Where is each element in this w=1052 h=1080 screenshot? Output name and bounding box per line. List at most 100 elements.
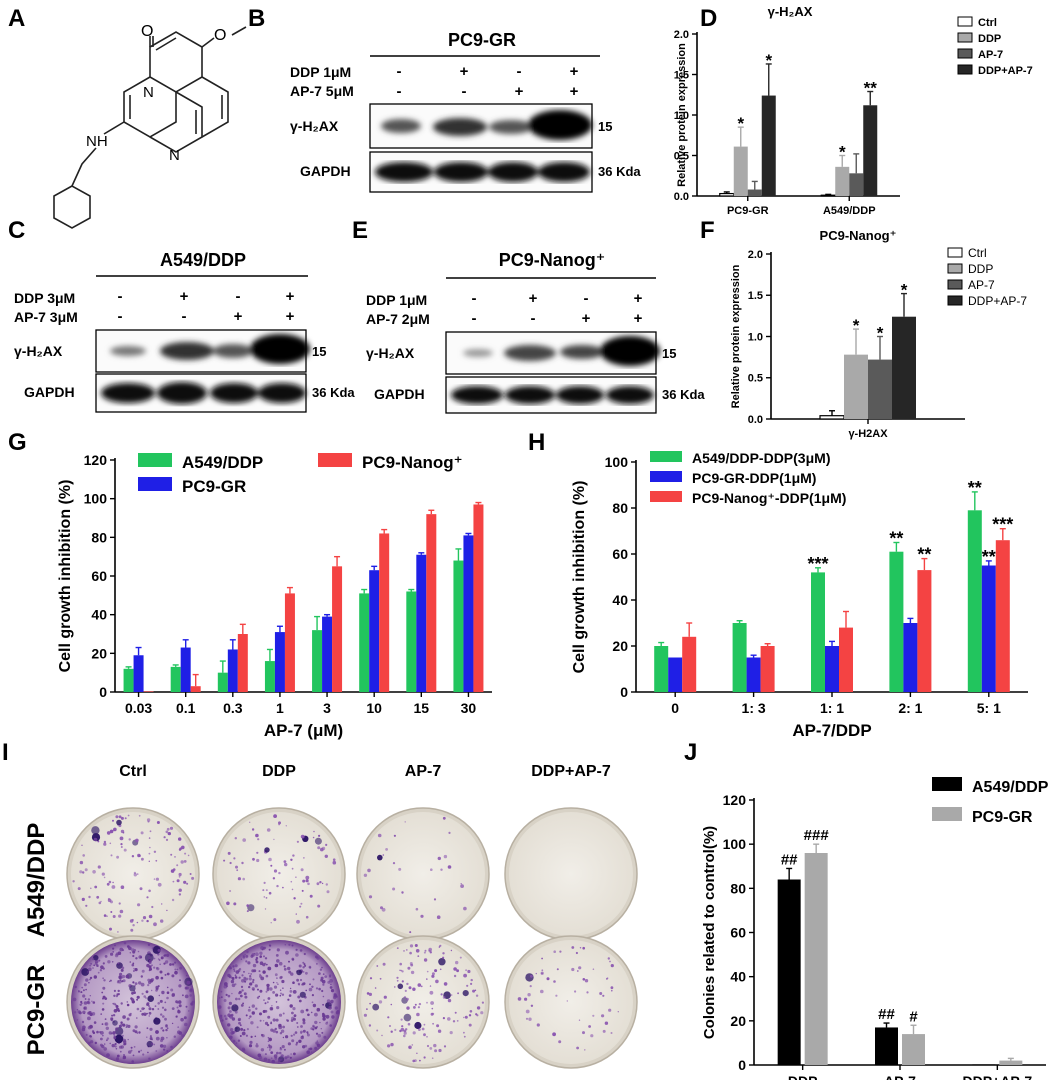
colony: [481, 1001, 484, 1004]
bar: [359, 593, 370, 692]
colony: [305, 879, 309, 883]
x-tick-label: 1: [276, 700, 284, 716]
colony: [399, 1029, 402, 1033]
colony: [151, 947, 154, 950]
bar: [133, 655, 144, 692]
colony: [250, 973, 252, 975]
panel-label-d: D: [700, 5, 717, 32]
colony: [176, 968, 179, 971]
bar: [917, 570, 932, 692]
colony: [141, 969, 145, 973]
colony: [191, 876, 195, 880]
plate-row-label: PC9-GR: [23, 965, 50, 1056]
bar: [426, 514, 437, 692]
colony: [259, 951, 263, 955]
colony: [437, 1029, 442, 1033]
colony: [476, 1014, 479, 1017]
colony: [249, 1015, 252, 1018]
colony: [238, 976, 241, 979]
colony: [160, 956, 164, 960]
colony: [293, 897, 296, 900]
blot-bands-gapdh: [101, 382, 306, 404]
colony: [317, 846, 321, 850]
colony: [140, 831, 144, 835]
colony: [266, 1046, 269, 1049]
colony: [91, 1000, 93, 1002]
legend-swatch: [957, 32, 973, 43]
colony: [273, 838, 275, 841]
colony: [293, 1052, 296, 1056]
colony: [228, 975, 232, 979]
colony: [281, 979, 285, 984]
colony: [165, 1024, 168, 1027]
colony: [246, 1028, 249, 1031]
colony: [430, 868, 433, 871]
y-tick-label: 1.0: [674, 110, 689, 122]
mark: -: [472, 310, 477, 327]
colony: [376, 965, 379, 967]
colony: [296, 1026, 299, 1028]
colony: [165, 838, 169, 842]
colony: [120, 1045, 125, 1049]
x-tick-label: DDP: [788, 1073, 818, 1080]
colony: [126, 1017, 130, 1021]
colony: [582, 1031, 585, 1035]
bar: [274, 632, 285, 692]
panel-label-b: B: [248, 5, 265, 32]
colony: [331, 1015, 335, 1019]
colony: [164, 960, 169, 964]
colony: [571, 946, 575, 949]
colony: [541, 969, 544, 972]
colony: [223, 982, 228, 986]
colony: [299, 991, 306, 998]
chart-title: PC9-Nanog⁺: [820, 228, 897, 243]
colony: [181, 1034, 184, 1037]
colony: [135, 838, 139, 843]
colony: [281, 1045, 285, 1049]
colony: [314, 837, 322, 845]
colony: [409, 931, 412, 934]
colony: [330, 999, 334, 1004]
colony: [164, 1008, 167, 1012]
y-tick-label: 0: [620, 684, 628, 700]
colony: [227, 851, 231, 855]
colony: [235, 865, 238, 869]
band-size-gamma-h2ax: 15: [312, 344, 326, 359]
colony: [111, 885, 116, 889]
colony: [138, 1050, 141, 1053]
colony: [462, 990, 469, 997]
colony: [174, 961, 177, 964]
colony: [312, 978, 315, 981]
bar: [143, 691, 154, 692]
colony: [382, 962, 386, 966]
mark: +: [570, 83, 579, 100]
mark: +: [234, 308, 243, 325]
colony: [463, 973, 467, 978]
legend-label: A549/DDP: [972, 779, 1049, 796]
colony: [255, 958, 258, 961]
colony: [242, 1002, 245, 1005]
colony: [318, 834, 321, 837]
bar: [416, 554, 427, 692]
y-tick-label: 1.5: [674, 69, 689, 81]
bar: [819, 415, 845, 420]
colony: [396, 976, 399, 979]
band-label-gapdh: GAPDH: [24, 384, 75, 400]
colony: [283, 967, 287, 971]
colony: [238, 990, 242, 994]
colony: [455, 960, 459, 965]
colony: [312, 836, 315, 839]
legend-label: DDP: [968, 262, 993, 276]
colony: [276, 948, 280, 952]
colony: [311, 994, 314, 997]
colony: [122, 1038, 127, 1043]
colony: [154, 1005, 157, 1007]
colony: [171, 1007, 175, 1010]
colony: [232, 1039, 236, 1043]
colony: [232, 965, 235, 968]
colony: [81, 897, 85, 902]
colony: [251, 1004, 255, 1008]
colony: [133, 991, 136, 994]
colony: [283, 860, 287, 863]
colony: [164, 973, 167, 976]
